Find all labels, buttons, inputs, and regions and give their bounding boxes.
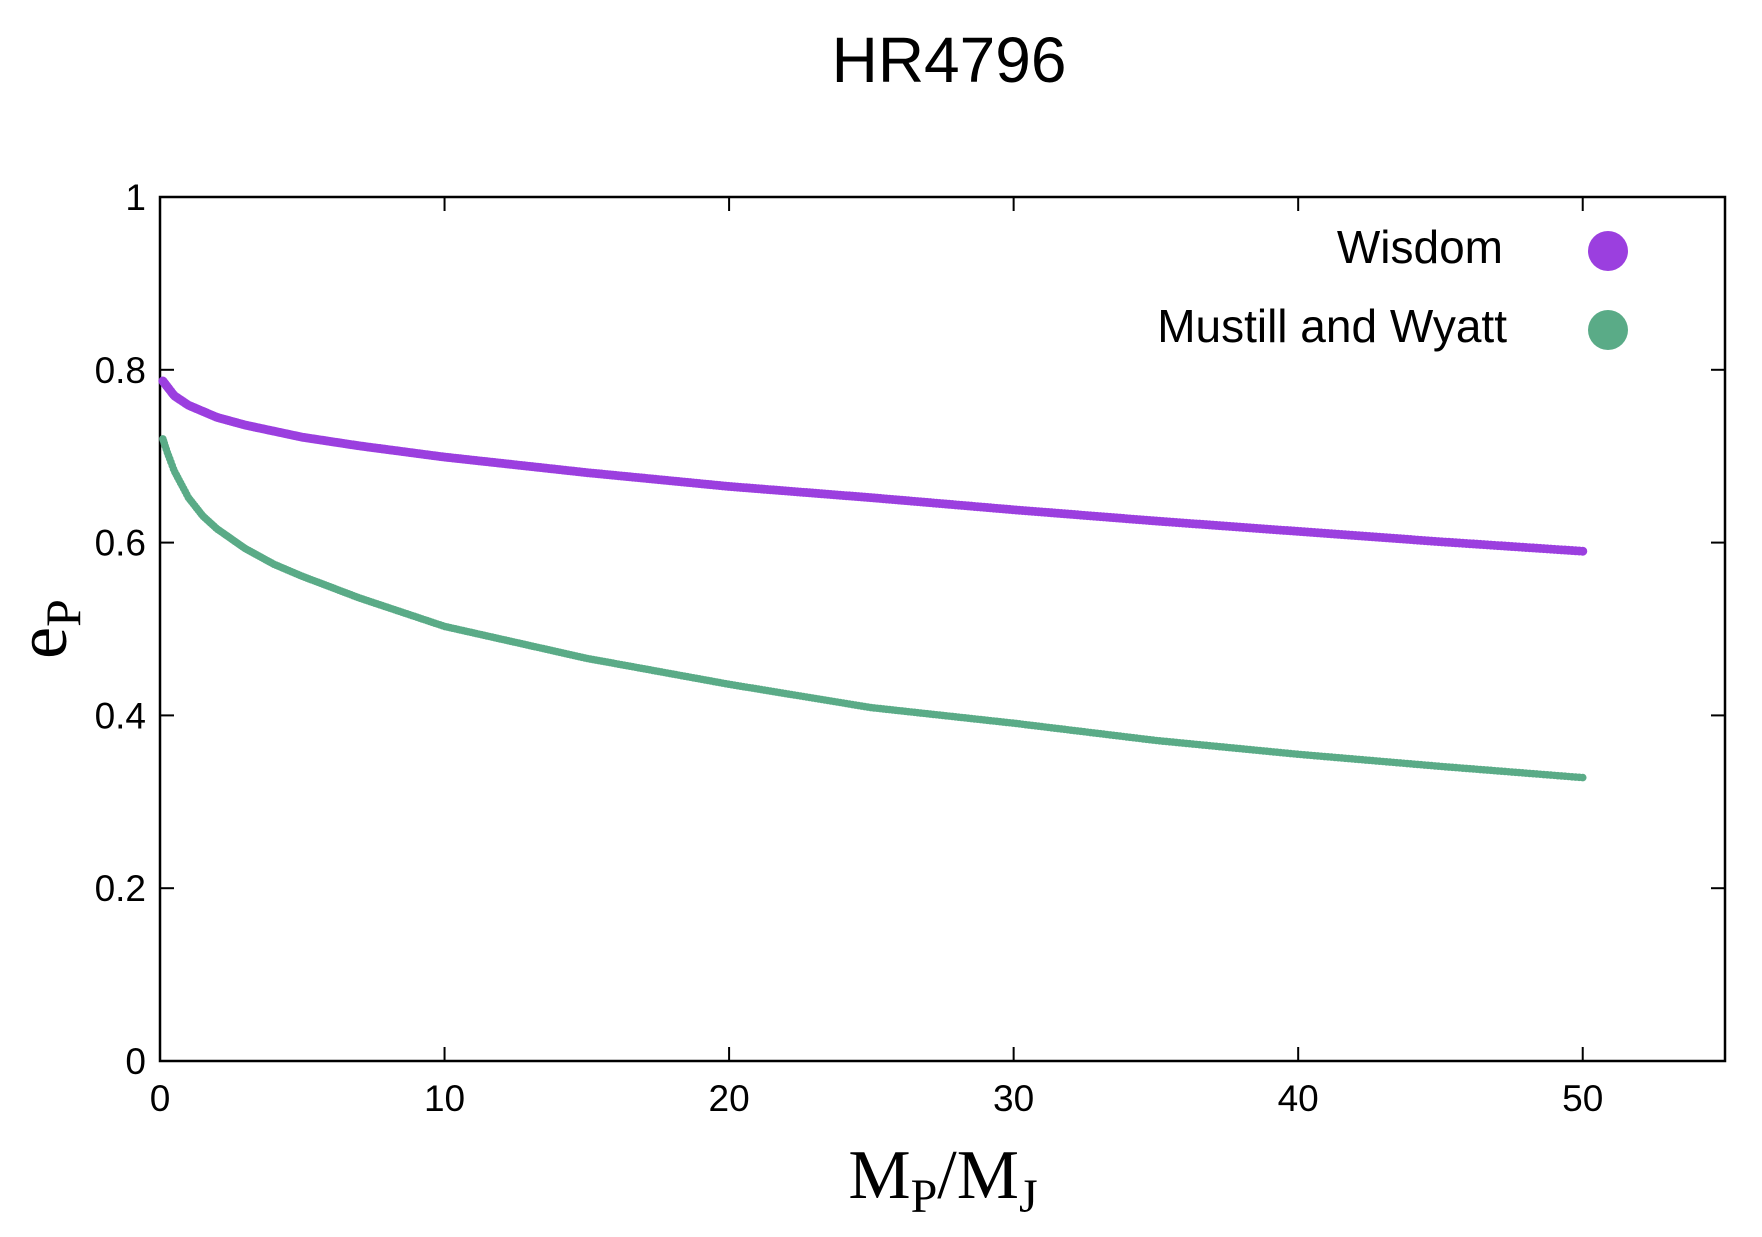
y-tick-label: 0.8	[95, 350, 146, 391]
y-tick-label: 1	[125, 177, 146, 218]
series-wisdom	[158, 376, 1588, 556]
y-tick-label: 0.4	[95, 695, 146, 736]
data-point	[1578, 546, 1588, 556]
legend-label-wisdom: Wisdom	[1337, 221, 1503, 273]
data-point	[1578, 773, 1587, 782]
x-tick-label: 40	[1278, 1078, 1319, 1119]
axis-ticks: 0 10 20 30 40 50 0 0.2 0.4 0.6 0.8 1	[95, 177, 1725, 1119]
y-tick-label: 0.6	[95, 523, 146, 564]
x-tick-label: 30	[993, 1078, 1034, 1119]
y-axis-label: eP	[2, 599, 91, 659]
x-tick-label: 0	[150, 1078, 171, 1119]
legend-marker-mustill-and-wyatt	[1588, 310, 1628, 350]
legend: Wisdom Mustill and Wyatt	[1157, 221, 1628, 352]
x-axis-label: MP/MJ	[848, 1137, 1037, 1223]
x-tick-label: 50	[1562, 1078, 1603, 1119]
y-tick-label: 0	[125, 1041, 146, 1082]
x-tick-label: 20	[709, 1078, 750, 1119]
series-layer	[158, 376, 1588, 782]
plot-frame	[158, 195, 1727, 1063]
y-tick-label: 0.2	[95, 868, 146, 909]
legend-label-mustill-and-wyatt: Mustill and Wyatt	[1157, 300, 1507, 352]
legend-marker-wisdom	[1588, 231, 1628, 271]
chart-title: HR4796	[832, 24, 1067, 96]
series-mustill-and-wyatt	[159, 435, 1587, 782]
x-tick-label: 10	[424, 1078, 465, 1119]
